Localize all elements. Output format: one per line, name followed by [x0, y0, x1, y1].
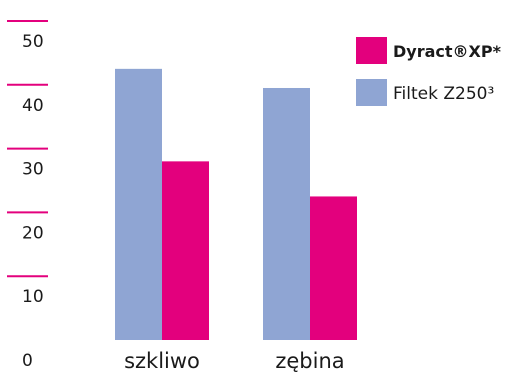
legend-swatch-1: [356, 79, 387, 106]
legend-label-0: Dyract®XP*: [393, 42, 502, 61]
bar-szkliwo-dyract: [162, 161, 209, 340]
x-category-label-1: zębina: [275, 349, 344, 373]
bar-szkliwo-filtek: [115, 68, 162, 340]
bar-zębina-filtek: [263, 87, 310, 341]
y-tick-label-10: 10: [22, 287, 44, 307]
y-axis: 0 10 20 30 40 50: [7, 20, 48, 371]
legend-label-1: Filtek Z250³: [393, 84, 494, 104]
bars-group: [115, 68, 357, 341]
y-tick-label-0: 0: [22, 351, 33, 371]
x-category-label-0: szkliwo: [124, 349, 200, 373]
legend: Dyract®XP* Filtek Z250³: [356, 37, 502, 106]
y-tick-label-40: 40: [22, 96, 44, 116]
legend-swatch-0: [356, 37, 387, 64]
y-tick-label-20: 20: [22, 223, 44, 243]
y-tick-label-50: 50: [22, 32, 44, 52]
x-axis: szkliwo zębina: [124, 349, 345, 373]
bar-zębina-dyract: [310, 196, 357, 340]
y-tick-label-30: 30: [22, 160, 44, 180]
